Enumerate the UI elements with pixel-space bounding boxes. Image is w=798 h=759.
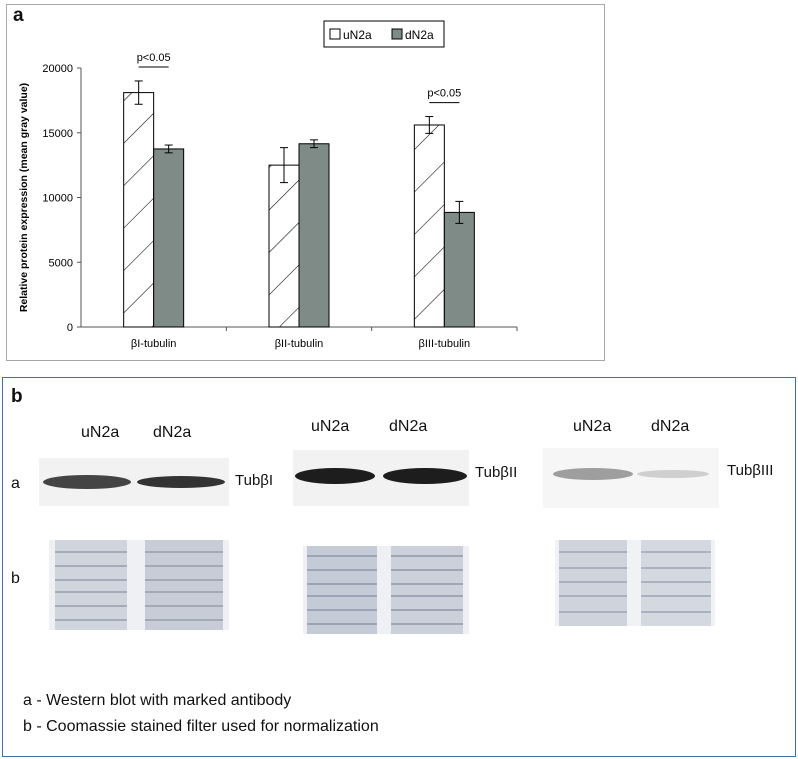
panel-a-letter: a (13, 5, 24, 26)
bar-uN2a (268, 164, 300, 328)
blot2-protein-label: TubβII (475, 464, 518, 481)
bar-dN2a (298, 143, 330, 328)
legend-box (323, 20, 445, 48)
blot3-lane2-label: dN2a (651, 418, 690, 435)
blot3-lane1-label: uN2a (573, 418, 612, 435)
bar-dN2a (443, 211, 475, 328)
blot2-lane1-label: uN2a (311, 418, 350, 435)
blot3-protein-label: TubβIII (727, 462, 774, 479)
bar-uN2a (123, 92, 155, 328)
y-tick-label: 15000 (42, 128, 73, 140)
bar-uN2a (413, 124, 445, 328)
blot3-western-image (543, 448, 719, 508)
x-tick-label: βIII-tubulin (419, 338, 471, 350)
y-tick-label: 10000 (42, 193, 73, 205)
legend-label-uN2a: uN2a (343, 28, 372, 42)
note-coomassie: b - Coomassie stained filter used for no… (23, 718, 379, 735)
significance-label: p<0.05 (137, 52, 171, 64)
blot2-coomassie-image (303, 546, 469, 634)
blot3-coomassie-image (555, 540, 715, 626)
significance-label: p<0.05 (427, 88, 461, 100)
bar-dN2a (153, 148, 185, 328)
blot1-coomassie-image (49, 540, 229, 630)
panel-b-blots: b a b uN2a dN2a TubβI uN2a dN2a TubβII (2, 377, 796, 757)
panel-a-chart: a 0 5000 10000 15000 20000 Relative protein e… (6, 4, 605, 361)
y-tick-label: 0 (67, 322, 73, 334)
legend-label-dN2a: dN2a (405, 28, 434, 42)
blot1-lane1-label: uN2a (81, 424, 120, 441)
blot1-western-image (39, 458, 229, 506)
note-western-blot: a - Western blot with marked antibody (23, 692, 292, 709)
row-label-a: a (11, 475, 20, 492)
legend-swatch-uN2a (329, 28, 341, 40)
panel-b-letter: b (11, 386, 23, 407)
legend-swatch-dN2a (391, 28, 403, 40)
blot2-western-image (293, 450, 469, 506)
y-tick-label: 5000 (49, 257, 73, 269)
blot2-lane2-label: dN2a (389, 418, 428, 435)
x-tick-label: βII-tubulin (275, 338, 324, 350)
bar-chart: 0 5000 10000 15000 20000 Relative protein exp… (18, 20, 518, 350)
row-label-b: b (11, 570, 20, 587)
y-axis-title: Relative protein expression (mean gray v… (18, 83, 30, 312)
x-tick-label: βI-tubulin (131, 338, 176, 350)
blot1-protein-label: TubβI (235, 472, 274, 489)
y-tick-label: 20000 (42, 63, 73, 75)
blot1-lane2-label: dN2a (153, 424, 192, 441)
